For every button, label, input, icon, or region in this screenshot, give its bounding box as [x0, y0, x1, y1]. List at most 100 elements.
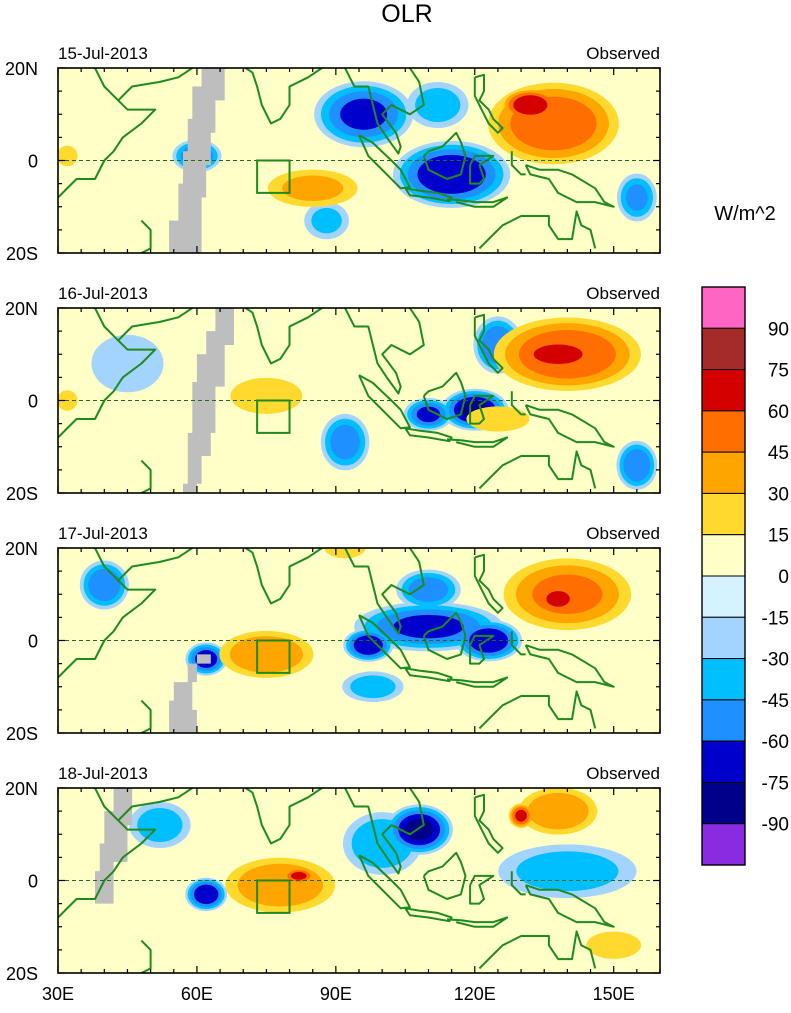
panel-label: Observed — [586, 764, 660, 783]
coastline — [140, 699, 152, 733]
anomaly-contour — [230, 377, 303, 414]
coastline — [224, 308, 323, 365]
colorbar-bin — [701, 451, 746, 494]
colorbar-bin — [701, 286, 746, 329]
coastline — [473, 793, 504, 854]
anomaly-contour — [290, 871, 307, 880]
colorbar-bin — [701, 534, 746, 577]
anomaly-contour — [340, 98, 388, 130]
panel-date: 16-Jul-2013 — [58, 284, 148, 303]
anomaly-contour — [466, 406, 530, 432]
chart-title: OLR — [381, 0, 432, 28]
anomaly-contour — [623, 449, 651, 482]
anomaly-contour — [417, 154, 486, 194]
y-tick-label: 20N — [5, 59, 38, 79]
coastline — [344, 788, 425, 875]
anomaly-contour — [404, 818, 434, 841]
anomaly-contour — [88, 568, 121, 602]
coastline — [58, 308, 157, 439]
x-tick-label: 30E — [42, 984, 74, 1004]
anomaly-contour — [516, 851, 619, 892]
coastline — [478, 690, 597, 730]
coastline — [344, 308, 425, 395]
coastline — [117, 788, 193, 822]
x-tick-label: 90E — [320, 984, 352, 1004]
anomaly-contour — [515, 809, 527, 822]
coastline — [344, 548, 425, 635]
anomaly-contour — [91, 334, 164, 393]
coastline — [446, 196, 509, 208]
y-tick-label: 20S — [6, 244, 38, 264]
target-region-box — [256, 879, 291, 914]
coastline — [358, 374, 411, 430]
coastline — [469, 874, 495, 905]
target-region-box — [256, 639, 291, 674]
coastline — [469, 634, 495, 665]
coastline — [344, 68, 425, 155]
y-tick-label: 0 — [28, 632, 38, 652]
coastline — [524, 404, 615, 448]
panel-3: 20N 0 20S 17-Jul-2013 Observed — [5, 524, 661, 744]
target-region-box — [256, 399, 291, 434]
coastline — [524, 884, 615, 928]
coastline — [422, 131, 467, 180]
coastline — [58, 68, 157, 199]
colorbar-level-label: -90 — [762, 815, 789, 836]
colorbar-level-label: 75 — [768, 361, 789, 382]
coastline — [446, 436, 509, 448]
anomaly-contour — [350, 675, 396, 699]
coastline — [58, 548, 157, 679]
coastline — [140, 219, 152, 253]
colorbar-bin — [701, 369, 746, 412]
olr-field — [58, 788, 642, 973]
y-tick-label: 20S — [6, 724, 38, 744]
coastline — [358, 134, 411, 190]
panel-label: Observed — [586, 44, 660, 63]
coastline — [224, 548, 323, 605]
x-tick-label: 60E — [181, 984, 213, 1004]
colorbar-bin — [701, 410, 746, 453]
coastline — [446, 916, 509, 928]
missing-data-region — [169, 68, 225, 253]
coastline — [117, 308, 193, 342]
coastline — [117, 548, 193, 582]
y-tick-label: 0 — [28, 392, 38, 412]
anomaly-contour — [586, 931, 642, 959]
colorbar-bin — [701, 658, 746, 701]
anomaly-contour — [513, 95, 548, 115]
coastline — [446, 676, 509, 688]
y-tick-label: 20N — [5, 539, 38, 559]
colorbar-bin — [701, 781, 746, 825]
target-region-box — [256, 159, 291, 194]
colorbar-level-label: -60 — [762, 732, 789, 753]
anomaly-contour — [282, 175, 344, 201]
coastline — [469, 394, 495, 425]
olr-field — [58, 68, 657, 253]
anomaly-contour — [416, 406, 441, 423]
coastline — [473, 313, 504, 374]
coastline — [358, 614, 411, 670]
anomaly-contour — [237, 863, 323, 907]
coastline — [422, 371, 467, 420]
anomaly-contour — [229, 636, 303, 673]
coastline — [140, 939, 152, 973]
x-tick-label: 150E — [593, 984, 635, 1004]
coastline — [524, 164, 615, 208]
olr-field — [58, 308, 658, 493]
coastline — [478, 450, 597, 490]
coastline — [140, 459, 152, 493]
colorbar-bin — [701, 823, 746, 866]
coastline — [524, 644, 615, 688]
anomaly-contour — [408, 577, 449, 602]
coastline — [117, 68, 193, 102]
olr-field — [58, 548, 632, 733]
coastline — [469, 154, 495, 185]
colorbar-bin — [701, 327, 746, 371]
coastline — [510, 151, 526, 176]
anomaly-contour — [58, 145, 78, 167]
colorbar-level-label: -75 — [762, 773, 789, 794]
x-tick-label: 120E — [454, 984, 496, 1004]
anomaly-contour — [415, 88, 461, 122]
colorbar-bin — [701, 575, 746, 618]
